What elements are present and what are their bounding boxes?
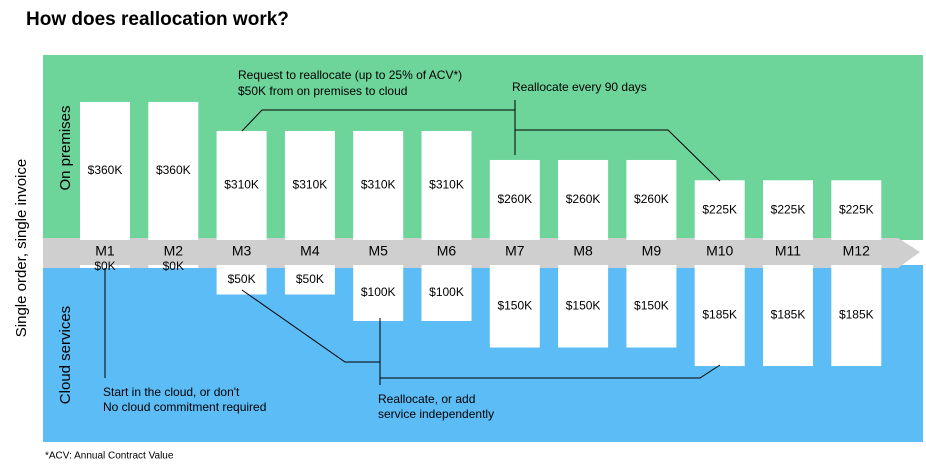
x-tick-label: M12: [843, 243, 870, 259]
title: How does reallocation work?: [26, 9, 289, 30]
annotation: No cloud commitment required: [103, 400, 266, 414]
x-tick-label: M10: [706, 243, 733, 259]
value-label: $260K: [566, 192, 601, 206]
annotation: Reallocate every 90 days: [512, 80, 647, 94]
bar: [216, 265, 267, 295]
value-label: $310K: [361, 178, 396, 192]
annotation: service independently: [378, 407, 494, 421]
value-label: $185K: [702, 308, 737, 322]
bar: [284, 130, 335, 240]
value-label: $310K: [429, 178, 464, 192]
connector: [380, 364, 721, 379]
bar: [353, 265, 404, 321]
value-label: $260K: [497, 192, 532, 206]
x-tick-label: M1: [95, 243, 115, 259]
value-label: $260K: [634, 192, 669, 206]
value-label: $225K: [839, 202, 874, 216]
x-tick-label: M2: [164, 243, 184, 259]
x-tick-label: M11: [775, 243, 801, 259]
value-label: $360K: [88, 163, 123, 177]
bar: [831, 180, 882, 240]
bar: [694, 265, 745, 367]
x-tick-label: M6: [437, 243, 457, 259]
value-label: $0K: [163, 259, 184, 273]
value-label: $0K: [94, 259, 115, 273]
bar: [763, 265, 813, 367]
value-label: $185K: [839, 308, 874, 322]
timeline-arrow: [43, 238, 920, 268]
band-label: Cloud services: [57, 306, 74, 404]
annotation: Request to reallocate (up to 25% of ACV*…: [238, 68, 462, 82]
value-label: $360K: [156, 163, 191, 177]
connector: [241, 289, 380, 363]
bar: [558, 159, 609, 240]
value-label: $185K: [771, 308, 806, 322]
y-label: Single order, single invoice: [13, 159, 30, 337]
x-tick-label: M4: [300, 243, 320, 259]
value-label: $310K: [224, 178, 259, 192]
bar: [831, 265, 882, 367]
bar: [80, 101, 130, 241]
value-label: $100K: [429, 285, 464, 299]
bar: [148, 265, 199, 268]
value-label: $50K: [228, 272, 256, 286]
bar: [421, 265, 472, 321]
connector: [515, 129, 721, 182]
bar: [284, 265, 335, 295]
bar: [626, 159, 677, 240]
value-label: $225K: [702, 202, 737, 216]
connectors: [104, 100, 721, 385]
annotation: Reallocate, or add: [378, 392, 475, 406]
bar: [558, 265, 609, 348]
value-label: $310K: [293, 178, 328, 192]
bar: [763, 180, 813, 240]
band-label: On premises: [57, 105, 74, 190]
x-tick-label: M9: [642, 243, 662, 259]
value-label: $150K: [497, 298, 532, 312]
x-tick-label: M3: [232, 243, 252, 259]
x-tick-label: M5: [368, 243, 388, 259]
bar: [694, 180, 745, 240]
value-label: $50K: [296, 272, 324, 286]
connector: [241, 109, 515, 132]
x-tick-label: M7: [505, 243, 525, 259]
bar: [353, 130, 404, 240]
annotation: $50K from on premises to cloud: [238, 84, 407, 98]
bar: [148, 101, 199, 241]
annotation: Start in the cloud, or don't: [103, 385, 240, 399]
x-tick-label: M8: [573, 243, 593, 259]
bar: [489, 265, 540, 348]
value-label: $150K: [634, 298, 669, 312]
bar: [489, 159, 540, 240]
bar: [216, 130, 267, 240]
bars: [80, 101, 882, 367]
bar: [421, 130, 472, 240]
bar: [80, 265, 130, 268]
value-label: $150K: [566, 298, 601, 312]
value-label: $225K: [771, 202, 806, 216]
value-label: $100K: [361, 285, 396, 299]
footnote: *ACV: Annual Contract Value: [45, 451, 174, 462]
bar: [626, 265, 677, 348]
